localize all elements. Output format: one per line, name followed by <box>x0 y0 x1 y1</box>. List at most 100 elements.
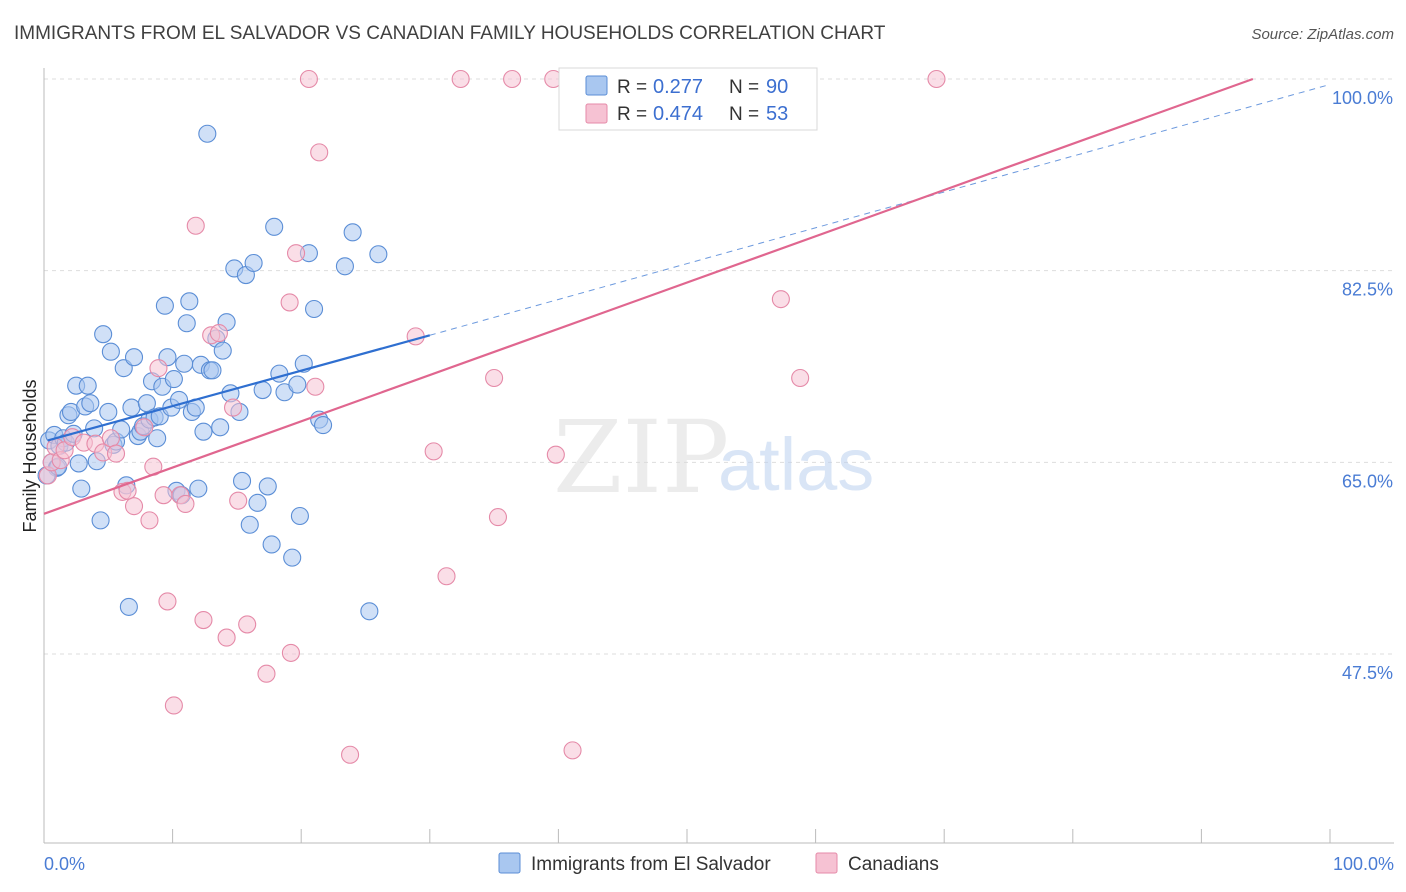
point-el-salvador <box>203 361 222 380</box>
point-canadians <box>791 368 810 388</box>
point-el-salvador <box>81 394 100 413</box>
point-canadians <box>186 216 205 235</box>
series-canadians-points <box>38 69 946 764</box>
point-el-salvador <box>180 292 199 311</box>
y-axis-title: Family Households <box>20 379 40 532</box>
point-el-salvador <box>198 124 217 143</box>
point-canadians <box>546 445 565 464</box>
point-canadians <box>310 143 329 162</box>
point-el-salvador <box>240 515 259 534</box>
point-canadians <box>124 497 144 516</box>
point-canadians <box>176 494 195 514</box>
legend-n-label-blue: N = <box>729 77 759 98</box>
point-canadians <box>503 69 522 89</box>
gridlines <box>44 78 1394 655</box>
legend-r-label-blue: R = <box>617 77 647 98</box>
point-canadians <box>135 418 154 437</box>
point-canadians <box>771 290 790 309</box>
point-canadians <box>238 615 257 634</box>
point-canadians <box>280 293 299 312</box>
point-el-salvador <box>122 398 141 417</box>
legend-n-label-pink: N = <box>729 104 759 125</box>
point-el-salvador <box>155 296 174 315</box>
point-canadians <box>424 442 443 461</box>
chart-title: IMMIGRANTS FROM EL SALVADOR VS CANADIAN … <box>14 23 886 44</box>
trend-line-el-salvador-extension <box>429 83 1331 336</box>
point-el-salvador <box>244 253 263 273</box>
y-tick-label: 82.5% <box>1342 280 1393 300</box>
point-el-salvador <box>194 422 213 441</box>
point-el-salvador <box>175 354 194 373</box>
point-el-salvador <box>164 370 183 389</box>
watermark-atlas: atlas <box>718 423 874 506</box>
point-el-salvador <box>211 418 230 437</box>
point-el-salvador <box>265 217 284 236</box>
point-el-salvador <box>314 416 333 435</box>
y-tick-label: 65.0% <box>1342 471 1393 491</box>
point-canadians <box>140 511 159 530</box>
point-el-salvador <box>189 479 208 498</box>
point-canadians <box>451 69 470 89</box>
point-el-salvador <box>258 477 277 496</box>
legend-swatch-pink <box>585 103 608 124</box>
point-canadians <box>101 429 120 448</box>
point-canadians <box>229 491 248 510</box>
point-el-salvador <box>253 380 272 400</box>
y-tick-label: 47.5% <box>1342 663 1393 683</box>
point-canadians <box>437 567 456 586</box>
bottom-legend-label-pink: Canadians <box>848 854 939 875</box>
point-canadians <box>927 69 946 89</box>
series-el-salvador-points <box>37 124 388 621</box>
point-el-salvador <box>99 402 118 422</box>
point-canadians <box>488 508 508 527</box>
point-canadians <box>106 444 126 463</box>
x-tick-label-0: 0.0% <box>44 854 85 874</box>
point-canadians <box>154 486 173 505</box>
point-el-salvador <box>177 314 196 333</box>
point-canadians <box>194 610 213 630</box>
y-tick-label: 100.0% <box>1332 88 1393 108</box>
point-el-salvador <box>290 506 309 526</box>
point-canadians <box>217 628 236 647</box>
watermark: ZIP atlas <box>553 399 874 516</box>
point-canadians <box>149 359 168 378</box>
point-canadians <box>341 745 360 764</box>
bottom-legend-swatch-pink <box>815 852 838 874</box>
point-canadians <box>406 327 425 346</box>
point-el-salvador <box>360 602 379 621</box>
y-tick-labels: 100.0% 82.5% 65.0% 47.5% <box>1332 88 1393 683</box>
bottom-legend: Immigrants from El Salvador Canadians <box>498 852 939 875</box>
point-el-salvador <box>94 325 113 344</box>
legend-r-value-pink: 0.474 <box>653 103 703 125</box>
point-el-salvador <box>213 341 232 360</box>
legend-swatch-blue <box>585 75 608 96</box>
point-el-salvador <box>72 479 91 498</box>
point-canadians <box>563 741 582 760</box>
watermark-zip: ZIP <box>553 399 729 516</box>
point-canadians <box>223 398 243 417</box>
point-el-salvador <box>270 364 289 383</box>
point-el-salvador <box>335 257 354 276</box>
chart-source: Source: ZipAtlas.com <box>1251 26 1394 43</box>
point-el-salvador <box>369 245 388 264</box>
point-el-salvador <box>69 454 88 473</box>
trend-line-el-salvador <box>47 334 431 442</box>
point-el-salvador <box>262 535 281 554</box>
x-axis-ticks <box>172 829 1331 843</box>
x-tick-label-100: 100.0% <box>1333 854 1394 874</box>
trend-lines <box>43 77 1331 515</box>
point-el-salvador <box>343 223 362 242</box>
legend-r-label-pink: R = <box>617 104 647 125</box>
point-canadians <box>281 643 300 662</box>
point-canadians <box>209 324 228 343</box>
point-canadians <box>257 664 276 683</box>
point-canadians <box>164 696 183 715</box>
point-el-salvador <box>124 348 144 367</box>
point-canadians <box>299 69 318 89</box>
point-el-salvador <box>288 375 307 394</box>
point-canadians <box>306 377 325 396</box>
point-el-salvador <box>283 548 302 567</box>
legend-n-value-blue: 90 <box>766 76 788 98</box>
stats-legend: R = 0.277 N = 90 R = 0.474 N = 53 <box>558 67 818 131</box>
